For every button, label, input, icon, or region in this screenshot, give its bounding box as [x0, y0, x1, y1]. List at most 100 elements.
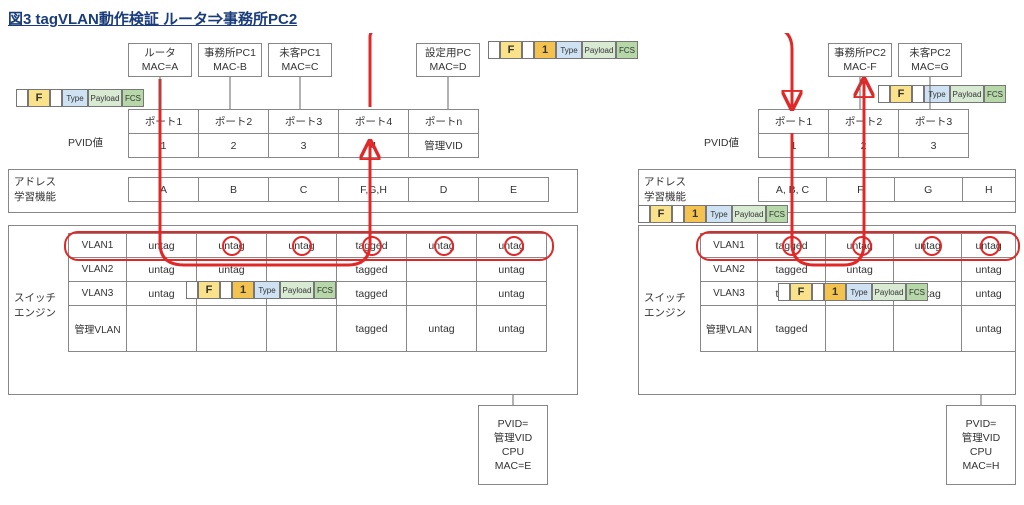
figure-title: 図3 tagVLAN動作検証 ルータ⇒事務所PC2 [8, 8, 1016, 29]
text: MAC-F [843, 60, 876, 74]
cell: tagged [337, 306, 407, 352]
cell [127, 306, 197, 352]
cell: VLAN3 [701, 282, 758, 306]
pkt-field-f: F [890, 85, 912, 103]
cell: A, B, C [759, 178, 827, 202]
text: 事務所PC2 [834, 46, 886, 60]
cell: ポートn [409, 110, 479, 134]
cell: ポート4 [339, 110, 409, 134]
text: MAC=E [495, 459, 531, 473]
pkt-untagged-router: F Type Payload FCS [16, 89, 144, 107]
pkt-field-pay: Payload [950, 85, 984, 103]
cell: untag [962, 234, 1016, 258]
pkt-field-tag: 1 [232, 281, 254, 299]
text: MAC-B [213, 60, 247, 74]
cell: C [269, 178, 339, 202]
left-addr-table: A B C F,G,H D E [128, 177, 549, 202]
left-dev-1: 事務所PC1 MAC-B [198, 43, 262, 77]
text: MAC=C [281, 60, 318, 74]
left-addr-label: アドレス 学習機能 [14, 175, 56, 204]
cell [826, 306, 894, 352]
cell: 管理VLAN [69, 306, 127, 352]
pkt-tagged-trunk: F 1 Type Payload FCS [488, 41, 638, 59]
cell: untag [267, 234, 337, 258]
right-cpu-box: PVID= 管理VID CPU MAC=H [946, 405, 1016, 485]
cell: F,G,H [339, 178, 409, 202]
pkt-field-fcs: FCS [314, 281, 336, 299]
text: 設定用PC [425, 46, 471, 60]
cell: 管理VID [409, 134, 479, 158]
left-cpu-box: PVID= 管理VID CPU MAC=E [478, 405, 548, 485]
cell: ポート2 [829, 110, 899, 134]
pkt-field-tag: 1 [684, 205, 706, 223]
cell: VLAN3 [69, 282, 127, 306]
cell: untag [197, 258, 267, 282]
cell: untag [407, 234, 477, 258]
pkt-field-fcs: FCS [122, 89, 144, 107]
pkt-field-type: Type [254, 281, 280, 299]
cell: 1 [129, 134, 199, 158]
pkt-field-fcs: FCS [616, 41, 638, 59]
cell: A [129, 178, 199, 202]
cell: untag [962, 282, 1016, 306]
text: CPU [970, 445, 992, 459]
pkt-field-f: F [500, 41, 522, 59]
cell: VLAN1 [701, 234, 758, 258]
cell: F [826, 178, 894, 202]
cell: untag [962, 258, 1016, 282]
pkt-tagged-right-addr: F 1 Type Payload FCS [638, 205, 788, 223]
cell: tagged [337, 234, 407, 258]
cell: untag [197, 234, 267, 258]
cell: tagged [757, 306, 825, 352]
cell: untag [826, 234, 894, 258]
text: MAC=H [962, 459, 999, 473]
text: CPU [502, 445, 524, 459]
left-engine-label: スイッチ エンジン [14, 291, 56, 320]
pkt-field-fcs: FCS [984, 85, 1006, 103]
cell [267, 258, 337, 282]
cell: G [894, 178, 962, 202]
cell: VLAN2 [701, 258, 758, 282]
left-pvid-label: PVID値 [68, 135, 103, 150]
cell [407, 258, 477, 282]
cell: untag [127, 258, 197, 282]
pkt-field-type: Type [62, 89, 88, 107]
right-pvid-label: PVID値 [704, 135, 739, 150]
right-addr-table: A, B, C F G H [758, 177, 1016, 202]
text: MAC=A [142, 60, 178, 74]
cell: ポート1 [129, 110, 199, 134]
pkt-field-fcs: FCS [766, 205, 788, 223]
right-engine-label: スイッチ エンジン [644, 291, 686, 320]
cell [894, 258, 962, 282]
text: 管理VID [962, 431, 1001, 445]
cell: untag [826, 258, 894, 282]
text: PVID= [966, 417, 997, 431]
right-dev-0: 事務所PC2 MAC-F [828, 43, 892, 77]
pkt-field-type: Type [846, 283, 872, 301]
cell: ポート1 [759, 110, 829, 134]
pkt-field-type: Type [706, 205, 732, 223]
left-port-table: ポート1 ポート2 ポート3 ポート4 ポートn 1 2 3 4 管理VID [128, 109, 479, 158]
cell: ポート2 [199, 110, 269, 134]
pkt-field-f: F [650, 205, 672, 223]
cell: untag [477, 282, 547, 306]
cell: 2 [199, 134, 269, 158]
pkt-untagged-pc2: F Type Payload FCS [878, 85, 1006, 103]
cell: E [479, 178, 549, 202]
cell: VLAN1 [69, 234, 127, 258]
left-dev-3: 設定用PC MAC=D [416, 43, 480, 77]
pkt-field-pay: Payload [582, 41, 616, 59]
pkt-field-tag: 1 [824, 283, 846, 301]
pkt-field-type: Type [556, 41, 582, 59]
cell [197, 306, 267, 352]
cell: 3 [899, 134, 969, 158]
cell: ポート3 [899, 110, 969, 134]
text: 未客PC2 [909, 46, 950, 60]
text: ルータ [144, 46, 176, 60]
right-port-table: ポート1 ポート2 ポート3 1 2 3 [758, 109, 969, 158]
cell: untag [407, 306, 477, 352]
text: MAC=G [911, 60, 949, 74]
cell: ポート3 [269, 110, 339, 134]
cell: untag [477, 258, 547, 282]
cell: D [409, 178, 479, 202]
